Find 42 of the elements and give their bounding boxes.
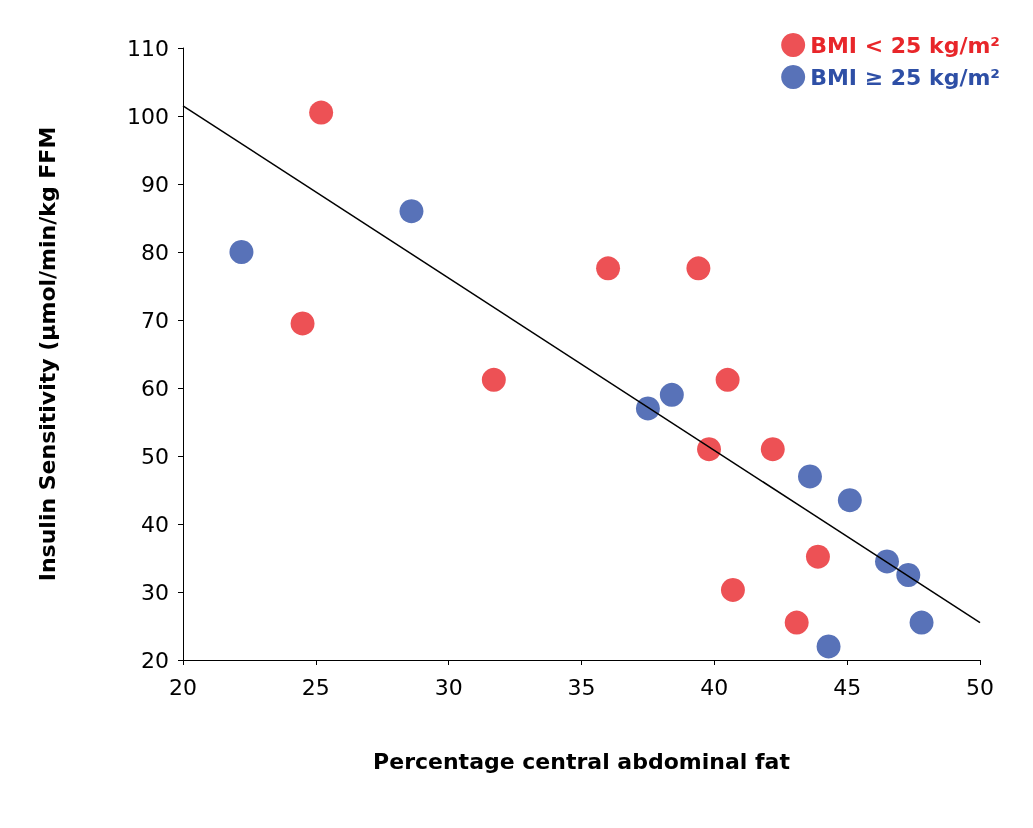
y-tick-label: 20 [141, 647, 169, 673]
point [697, 437, 722, 462]
y-tick-label: 30 [141, 579, 169, 605]
point [309, 100, 334, 125]
point [837, 488, 862, 513]
y-tick-label: 80 [141, 239, 169, 265]
point [909, 610, 934, 635]
y-axis-title: Insulin Sensitivity (µmol/min/kg FFM [34, 126, 60, 582]
point [635, 396, 660, 421]
point [715, 367, 740, 392]
x-tick-label: 45 [833, 674, 862, 700]
x-tick-label: 30 [434, 674, 463, 700]
point [399, 199, 424, 224]
point [784, 610, 809, 635]
point [875, 549, 900, 574]
point [805, 544, 830, 569]
x-axis-title: Percentage central abdominal fat [373, 748, 791, 774]
point [686, 256, 711, 281]
point [290, 311, 315, 336]
y-tick-label: 70 [141, 307, 169, 333]
y-tick-label: 110 [127, 35, 169, 61]
point [816, 634, 841, 659]
y-tick-label: 100 [127, 103, 169, 129]
point [896, 563, 921, 587]
point [760, 437, 785, 462]
point [798, 464, 822, 489]
x-tick-label: 40 [700, 674, 729, 700]
point [481, 367, 506, 392]
legend-label: BMI < 25 kg/m² [810, 32, 1001, 58]
x-tick-label: 50 [966, 674, 994, 700]
point [659, 382, 684, 407]
x-tick-label: 20 [169, 674, 197, 700]
point [596, 256, 621, 281]
x-tick-label: 35 [567, 674, 596, 700]
y-tick-label: 50 [141, 443, 169, 469]
legend-label: BMI ≥ 25 kg/m² [810, 64, 1001, 90]
y-tick-label: 60 [141, 375, 169, 401]
x-tick-label: 25 [301, 674, 330, 700]
y-tick-label: 40 [141, 511, 169, 537]
point [720, 577, 745, 602]
y-tick-label: 90 [141, 171, 169, 197]
point [229, 240, 254, 264]
